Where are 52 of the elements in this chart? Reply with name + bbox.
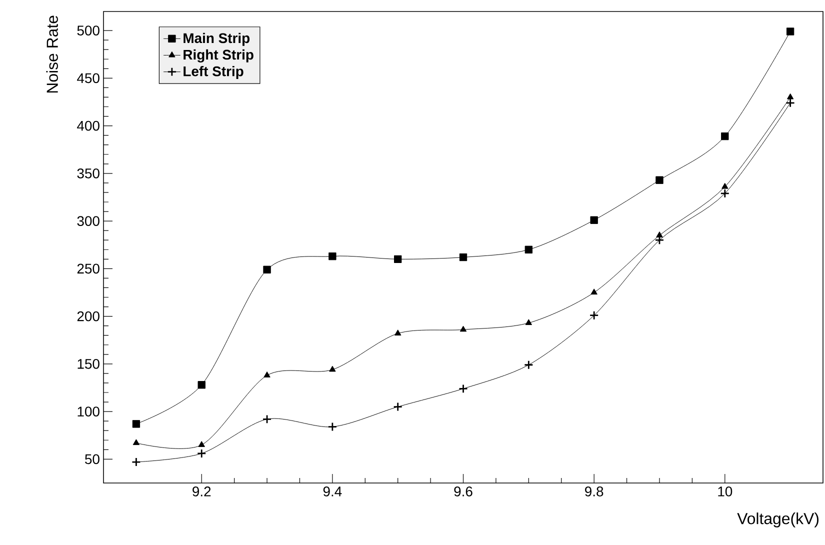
point [524, 360, 534, 370]
legend-label: Right Strip [184, 49, 254, 62]
point [328, 252, 336, 260]
point [656, 176, 664, 184]
point [590, 216, 598, 224]
y-tick-label: 400 [77, 120, 100, 131]
y-tick-label: 300 [77, 216, 100, 226]
y-tick-label: 150 [78, 358, 100, 369]
point [524, 246, 532, 254]
x-tick-label: 9.2 [192, 486, 211, 496]
point [132, 420, 140, 428]
point [262, 414, 272, 424]
point [329, 366, 336, 372]
point [264, 372, 270, 378]
y-axis-title: Noise Rate [46, 16, 58, 93]
point [394, 330, 402, 336]
point [786, 98, 795, 108]
point [393, 402, 403, 412]
point [196, 448, 206, 458]
point [656, 232, 663, 238]
point [458, 384, 468, 394]
y-tick-label: 350 [77, 168, 100, 178]
y-tick-label: 250 [77, 264, 100, 274]
point [590, 288, 598, 295]
point [328, 422, 338, 432]
point [198, 441, 205, 447]
y-tick-label: 450 [77, 73, 100, 84]
x-tick-label: 10 [718, 486, 732, 496]
y-tick-label: 200 [77, 311, 100, 322]
y-tick-label: 100 [78, 406, 100, 416]
point [589, 310, 599, 320]
point [263, 266, 271, 274]
point [459, 253, 468, 262]
legend-label: Main Strip [184, 32, 250, 46]
x-tick-label: 9.8 [585, 486, 604, 496]
point [720, 188, 730, 198]
point [460, 326, 467, 332]
point [786, 93, 794, 100]
y-tick-label: 50 [85, 454, 100, 464]
x-tick-label: 9.4 [323, 486, 342, 496]
point [198, 381, 206, 389]
point [525, 319, 532, 326]
x-tick-label: 9.6 [454, 486, 472, 496]
y-tick-label: 500 [77, 26, 100, 36]
point [721, 132, 729, 140]
point [394, 255, 402, 263]
point [132, 457, 141, 467]
point [786, 28, 794, 36]
point [722, 182, 728, 189]
x-axis-title: Voltage(kV) [737, 512, 818, 528]
point [132, 439, 140, 446]
legend-label: Left Strip [184, 66, 244, 80]
